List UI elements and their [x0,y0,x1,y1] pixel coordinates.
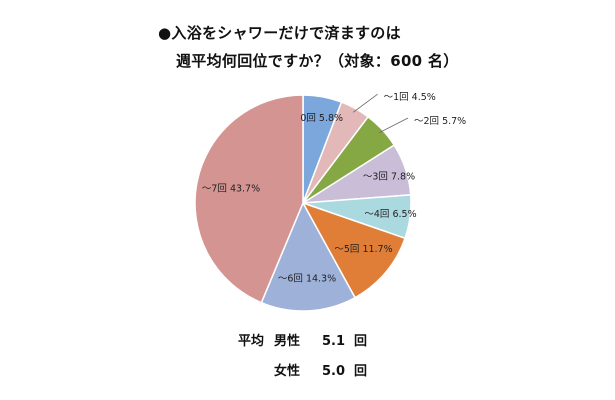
average-value-male: 5.1 [322,334,346,349]
average-unit-female: 回 [354,364,368,379]
pie-leader-lines [352,93,409,134]
pie-slice-label: ～6回 14.3% [278,274,336,285]
average-value-female: 5.0 [322,364,346,379]
average-row-female: 女性 5.0 回 [238,360,367,379]
pie-labels: 0回 5.8% ～1回 4.5% ～2回 5.7% ～3回 7.8% ～4回 6.5% ～… [202,92,466,284]
average-group-male: 男性 [274,334,301,349]
pie-slice [194,94,304,304]
chart-title-line-1: ●入浴をシャワーだけで済ますのは [158,24,401,42]
pie-slice-label: ～1回 4.5% [384,92,436,103]
pie-slice-label: ～5回 11.7% [334,244,392,255]
pie-slice-label: 0回 5.8% [300,113,343,124]
average-row-male: 平均 男性 5.1 回 [238,330,367,349]
chart-title-line-2: 週平均何回位ですか？（対象：600 名） [176,52,459,70]
pie-slice-label: ～4回 6.5% [364,209,416,220]
average-group-female: 女性 [274,364,301,379]
average-heading: 平均 [238,334,265,349]
pie-slice-label: ～2回 5.7% [414,116,466,127]
pie-slice [301,201,407,299]
pie-slices [194,94,412,312]
pie-leader-line [379,117,409,134]
pie-slice-label: ～3回 7.8% [363,172,415,183]
pie-leader-line [352,93,378,113]
average-unit-male: 回 [354,334,368,349]
pie-slice [260,201,357,312]
pie-slice-label: ～7回 43.7% [202,184,260,195]
